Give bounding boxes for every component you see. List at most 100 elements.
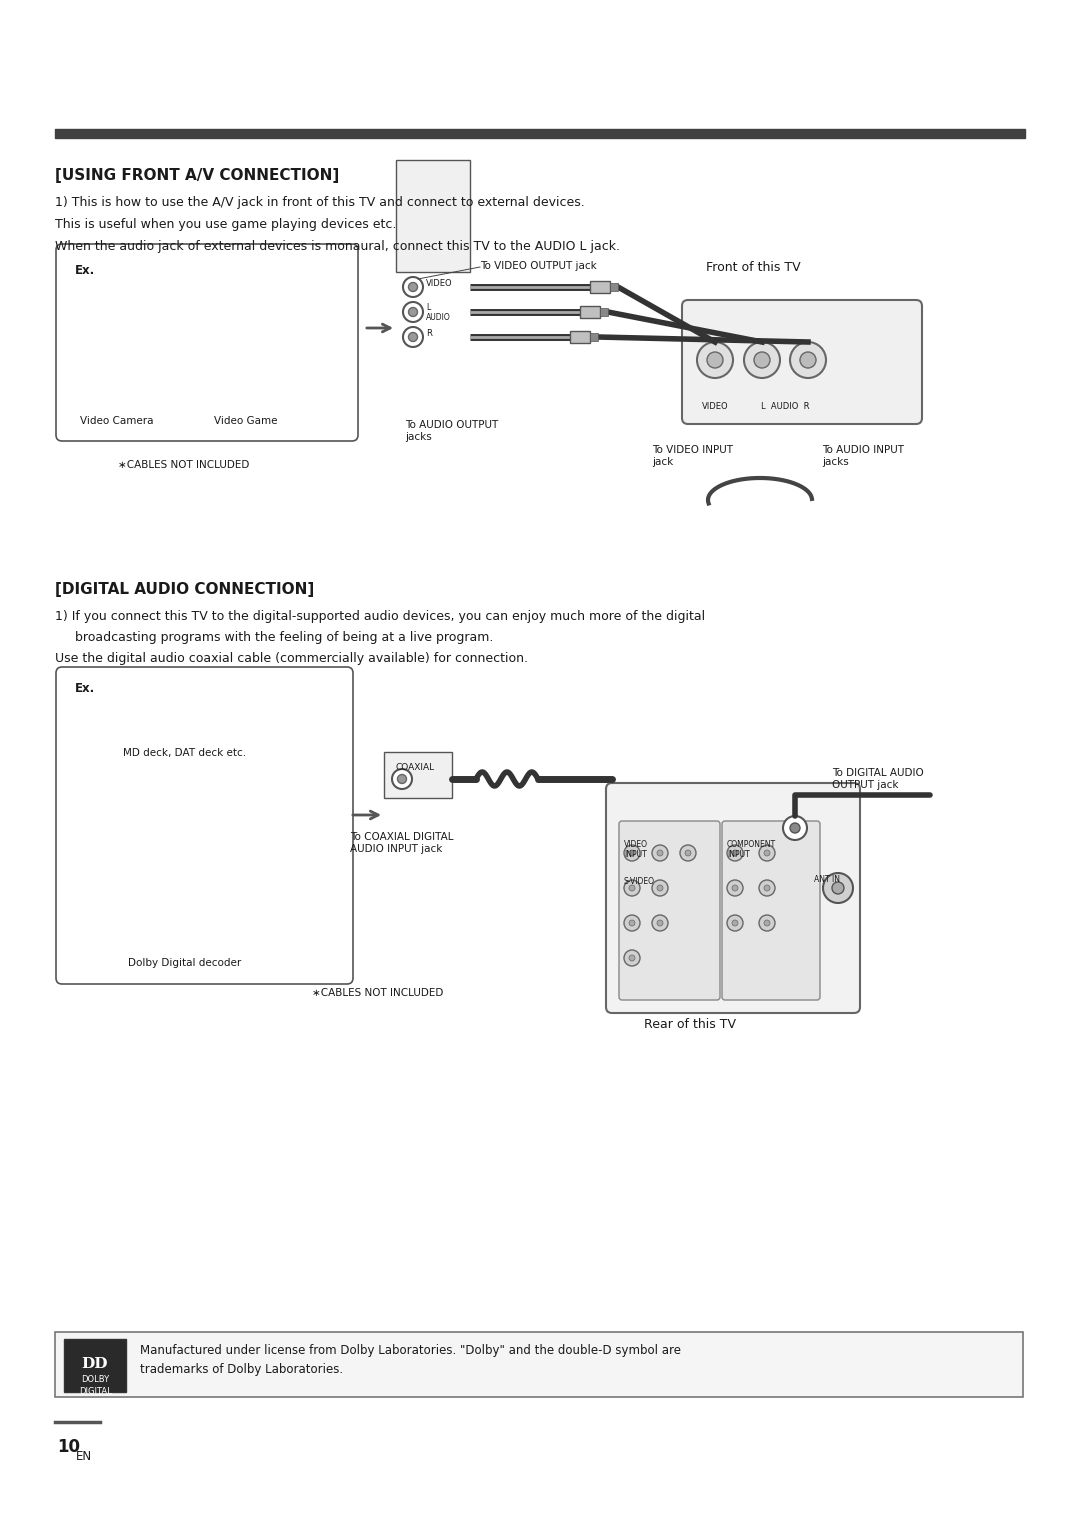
Text: Use the digital audio coaxial cable (commercially available) for connection.: Use the digital audio coaxial cable (com… xyxy=(55,652,528,665)
Circle shape xyxy=(624,845,640,860)
Bar xyxy=(396,160,470,272)
Circle shape xyxy=(244,703,264,723)
Text: ∗CABLES NOT INCLUDED: ∗CABLES NOT INCLUDED xyxy=(312,989,444,998)
Text: COMPONENT
INPUT: COMPONENT INPUT xyxy=(727,840,777,859)
FancyBboxPatch shape xyxy=(237,686,271,736)
Bar xyxy=(64,1339,126,1392)
FancyBboxPatch shape xyxy=(75,885,129,938)
Bar xyxy=(141,345,157,382)
Text: R: R xyxy=(426,329,432,338)
Circle shape xyxy=(624,880,640,895)
Text: Dolby Digital decoder: Dolby Digital decoder xyxy=(129,958,242,969)
Circle shape xyxy=(823,872,853,903)
FancyBboxPatch shape xyxy=(133,889,165,932)
Text: DIGITAL: DIGITAL xyxy=(79,1387,111,1397)
Text: VIDEO: VIDEO xyxy=(426,278,453,287)
FancyBboxPatch shape xyxy=(55,1332,1023,1397)
Circle shape xyxy=(624,950,640,966)
Circle shape xyxy=(800,351,816,368)
Circle shape xyxy=(87,335,106,351)
Circle shape xyxy=(789,824,800,833)
Circle shape xyxy=(397,775,406,784)
Text: S-VIDEO: S-VIDEO xyxy=(624,877,654,886)
Text: Video Game: Video Game xyxy=(214,416,278,426)
Circle shape xyxy=(764,885,770,891)
Text: This is useful when you use game playing devices etc.: This is useful when you use game playing… xyxy=(55,219,396,231)
Circle shape xyxy=(408,307,418,316)
Bar xyxy=(590,281,610,293)
Circle shape xyxy=(764,850,770,856)
Circle shape xyxy=(246,850,264,866)
Circle shape xyxy=(272,368,284,380)
Circle shape xyxy=(93,339,102,347)
Text: DOLBY: DOLBY xyxy=(81,1375,109,1384)
Text: [DIGITAL AUDIO CONNECTION]: [DIGITAL AUDIO CONNECTION] xyxy=(55,582,314,597)
Circle shape xyxy=(403,277,423,296)
Circle shape xyxy=(744,342,780,377)
Bar xyxy=(55,128,1025,138)
Text: DD: DD xyxy=(82,1357,108,1371)
Circle shape xyxy=(392,769,411,788)
Bar xyxy=(580,306,600,318)
Circle shape xyxy=(652,845,669,860)
Text: ANT IN: ANT IN xyxy=(814,876,840,885)
Circle shape xyxy=(764,920,770,926)
FancyBboxPatch shape xyxy=(606,782,860,1013)
Circle shape xyxy=(754,351,770,368)
Circle shape xyxy=(732,850,738,856)
Circle shape xyxy=(789,342,826,377)
Bar xyxy=(600,309,608,316)
Text: Manufactured under license from Dolby Laboratories. "Dolby" and the double-D sym: Manufactured under license from Dolby La… xyxy=(140,1345,681,1377)
FancyBboxPatch shape xyxy=(178,889,210,932)
Text: AUDIO: AUDIO xyxy=(426,313,450,322)
Text: COAXIAL: COAXIAL xyxy=(396,762,435,772)
FancyBboxPatch shape xyxy=(110,697,234,735)
Circle shape xyxy=(408,283,418,292)
Circle shape xyxy=(759,880,775,895)
Text: L: L xyxy=(426,303,430,312)
Bar xyxy=(384,752,453,798)
Circle shape xyxy=(403,327,423,347)
Bar xyxy=(120,718,148,726)
Circle shape xyxy=(89,905,114,931)
Text: When the audio jack of external devices is monaural, connect this TV to the AUDI: When the audio jack of external devices … xyxy=(55,240,620,254)
Circle shape xyxy=(403,303,423,322)
Circle shape xyxy=(685,850,691,856)
Circle shape xyxy=(657,885,663,891)
FancyBboxPatch shape xyxy=(239,833,271,882)
Circle shape xyxy=(78,850,96,866)
Text: MD deck, DAT deck etc.: MD deck, DAT deck etc. xyxy=(123,749,246,758)
Text: To VIDEO INPUT
jack: To VIDEO INPUT jack xyxy=(652,445,733,466)
FancyBboxPatch shape xyxy=(619,821,720,999)
Text: Front of this TV: Front of this TV xyxy=(706,261,800,274)
Circle shape xyxy=(629,955,635,961)
Text: To VIDEO OUTPUT jack: To VIDEO OUTPUT jack xyxy=(480,261,597,270)
FancyBboxPatch shape xyxy=(71,833,103,882)
Text: To DIGITAL AUDIO
OUTPUT jack: To DIGITAL AUDIO OUTPUT jack xyxy=(832,769,923,790)
Text: Rear of this TV: Rear of this TV xyxy=(644,1018,735,1031)
FancyBboxPatch shape xyxy=(71,686,105,736)
Text: [USING FRONT A/V CONNECTION]: [USING FRONT A/V CONNECTION] xyxy=(55,168,339,183)
FancyBboxPatch shape xyxy=(199,358,293,391)
Circle shape xyxy=(727,915,743,931)
Circle shape xyxy=(707,351,723,368)
FancyBboxPatch shape xyxy=(108,842,234,880)
Circle shape xyxy=(657,920,663,926)
Text: 1) This is how to use the A/V jack in front of this TV and connect to external d: 1) This is how to use the A/V jack in fr… xyxy=(55,196,584,209)
Circle shape xyxy=(629,885,635,891)
FancyBboxPatch shape xyxy=(56,668,353,984)
Circle shape xyxy=(210,714,221,724)
Text: Ex.: Ex. xyxy=(75,264,95,277)
Text: L  AUDIO  R: L AUDIO R xyxy=(760,402,809,411)
Circle shape xyxy=(680,845,696,860)
Bar xyxy=(610,283,618,290)
Circle shape xyxy=(759,915,775,931)
Circle shape xyxy=(78,703,98,723)
Circle shape xyxy=(759,845,775,860)
Circle shape xyxy=(652,915,669,931)
Text: 10: 10 xyxy=(57,1438,80,1456)
Circle shape xyxy=(80,325,114,361)
Circle shape xyxy=(629,850,635,856)
Circle shape xyxy=(727,845,743,860)
Circle shape xyxy=(652,880,669,895)
